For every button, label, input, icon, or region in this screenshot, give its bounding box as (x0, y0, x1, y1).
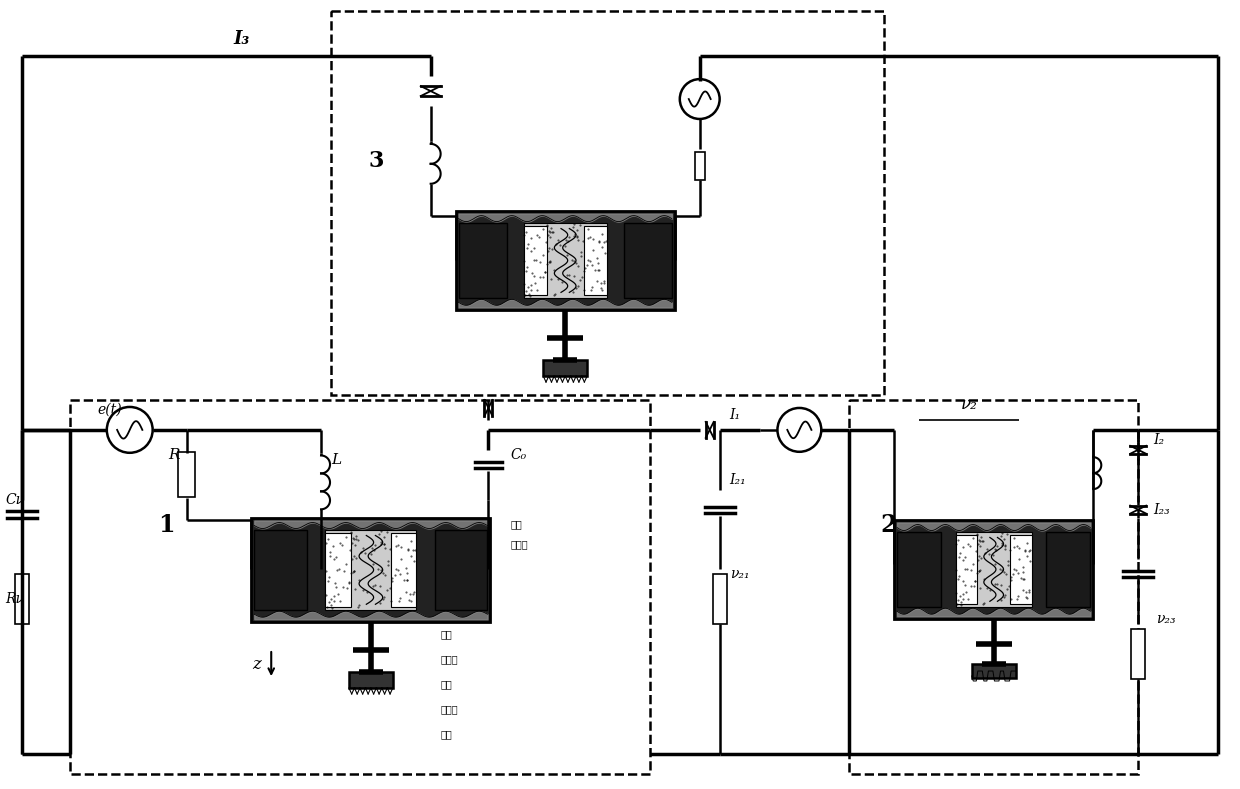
Text: 振动体: 振动体 (511, 540, 528, 549)
Bar (523, 226, 547, 295)
Bar (15, 574, 29, 624)
Text: Rν: Rν (5, 593, 24, 606)
Bar (325, 529, 417, 610)
Text: I₂: I₂ (1153, 433, 1164, 447)
Text: ν₂₃: ν₂₃ (1156, 612, 1176, 626)
Bar (523, 222, 606, 298)
Bar (435, 529, 487, 610)
Bar (69, 400, 650, 774)
Bar (254, 529, 308, 610)
Text: 执行器: 执行器 (440, 704, 459, 714)
Bar (252, 518, 491, 623)
Text: 石英: 石英 (511, 519, 522, 529)
Bar (956, 532, 1032, 608)
Text: I₂₃: I₂₃ (1153, 503, 1169, 517)
Text: Cν: Cν (5, 492, 24, 507)
Text: I₃: I₃ (233, 30, 249, 48)
Bar (459, 222, 507, 298)
Bar (391, 533, 417, 608)
Text: C₀: C₀ (511, 448, 527, 462)
Text: L: L (331, 453, 341, 467)
Text: I₂₁: I₂₁ (729, 473, 746, 487)
Bar (713, 574, 727, 624)
Bar (624, 222, 672, 298)
Bar (177, 452, 196, 497)
Bar (894, 520, 1094, 619)
Bar (331, 11, 884, 395)
Bar (584, 226, 606, 295)
Text: 支撞: 支撞 (440, 729, 453, 739)
Text: R: R (167, 448, 180, 462)
Text: 1: 1 (159, 513, 175, 537)
Text: 弹簧: 弹簧 (440, 679, 453, 689)
Bar (694, 151, 704, 180)
Bar (455, 211, 675, 310)
Bar (897, 532, 941, 608)
Bar (849, 400, 1138, 774)
Bar (1131, 629, 1146, 679)
Bar (1047, 532, 1090, 608)
Bar (956, 534, 977, 604)
Text: 2: 2 (880, 513, 898, 537)
Text: 质量块: 质量块 (440, 654, 459, 664)
Text: 3: 3 (368, 150, 383, 172)
Bar (1011, 534, 1032, 604)
Bar (543, 360, 587, 376)
Bar (325, 533, 351, 608)
Text: e(t): e(t) (98, 403, 122, 417)
Text: I₁: I₁ (729, 408, 740, 422)
Bar (972, 664, 1016, 678)
Bar (348, 672, 393, 688)
Text: ν₂₁: ν₂₁ (729, 567, 749, 581)
Text: ν₂: ν₂ (961, 396, 977, 413)
Text: z: z (252, 656, 260, 672)
Text: 弹簧: 弹簧 (440, 629, 453, 639)
